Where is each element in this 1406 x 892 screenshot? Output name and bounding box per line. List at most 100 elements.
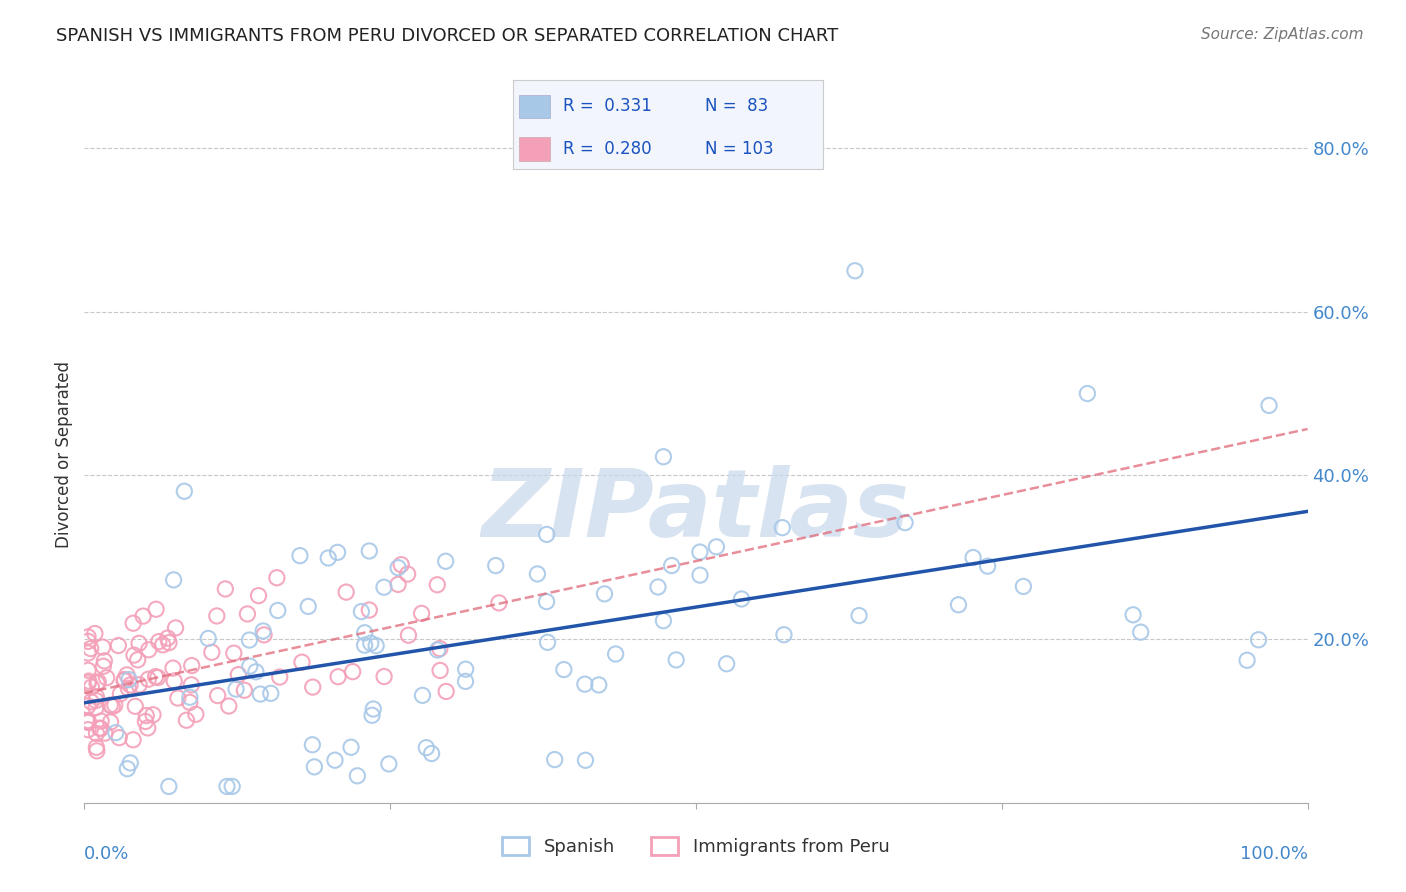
Point [94,726,117,740]
Point [165,621,187,635]
Point [434,684,457,698]
Point [291,655,314,669]
Point [77,646,100,660]
Point [359,603,381,617]
Point [89,721,111,735]
Point [122,616,145,631]
Point [120,756,142,770]
Point [536,635,558,649]
Point [84,700,107,714]
Point [142,707,165,722]
Point [266,571,288,585]
Point [132,609,155,624]
Point [894,516,917,530]
Point [80,695,103,709]
Point [297,599,319,614]
Point [260,686,283,700]
Point [689,545,711,559]
Point [138,642,160,657]
Point [689,568,711,582]
Text: Source: ZipAtlas.com: Source: ZipAtlas.com [1201,27,1364,42]
Point [86,744,108,758]
Text: SPANISH VS IMMIGRANTS FROM PERU DIVORCED OR SEPARATED CORRELATION CHART: SPANISH VS IMMIGRANTS FROM PERU DIVORCED… [56,27,838,45]
Point [485,558,508,573]
Point [350,605,373,619]
Point [101,699,124,714]
Point [848,608,870,623]
Point [605,647,627,661]
Point [117,681,139,696]
Point [152,638,174,652]
Point [353,625,375,640]
Point [373,669,395,683]
Point [396,628,419,642]
Point [488,596,510,610]
Point [122,732,145,747]
Point [948,598,970,612]
Point [128,636,150,650]
Point [544,753,567,767]
Point [179,695,201,709]
Point [378,756,401,771]
Point [396,567,419,582]
Point [233,683,256,698]
Point [80,680,103,694]
Point [429,664,451,678]
Point [361,702,384,716]
Point [83,626,105,640]
Text: R =  0.331: R = 0.331 [562,97,651,115]
Point [301,738,323,752]
Point [135,708,157,723]
Point [225,682,247,697]
Point [180,658,202,673]
Point [346,769,368,783]
Point [90,722,112,736]
Point [207,689,229,703]
Point [180,678,202,692]
Point [304,760,326,774]
Point [387,560,409,574]
Point [652,450,675,464]
Point [389,558,412,572]
Point [288,549,311,563]
Point [215,780,238,794]
Point [844,264,866,278]
Point [267,603,290,617]
Point [124,699,146,714]
Point [96,671,118,685]
Point [77,674,100,689]
Point [117,762,139,776]
Point [773,628,796,642]
Point [411,689,433,703]
Point [326,670,349,684]
Point [730,591,752,606]
Point [162,573,184,587]
Point [86,740,108,755]
Point [340,740,363,755]
Point [426,578,449,592]
Point [1076,386,1098,401]
Point [253,628,276,642]
Point [553,663,575,677]
Point [77,630,100,644]
Point [360,636,382,650]
Point [100,715,122,730]
Point [574,677,596,691]
Point [526,566,548,581]
Point [218,699,240,714]
Point [1236,653,1258,667]
Point [179,690,201,705]
Point [128,678,150,692]
Point [222,646,245,660]
Point [157,780,180,794]
Point [228,667,250,681]
Point [647,580,669,594]
Point [118,673,141,687]
Point [77,714,100,728]
Point [1247,632,1270,647]
Point [77,676,100,690]
Point [77,723,100,737]
Point [454,674,477,689]
Point [373,580,395,594]
Point [238,633,260,648]
